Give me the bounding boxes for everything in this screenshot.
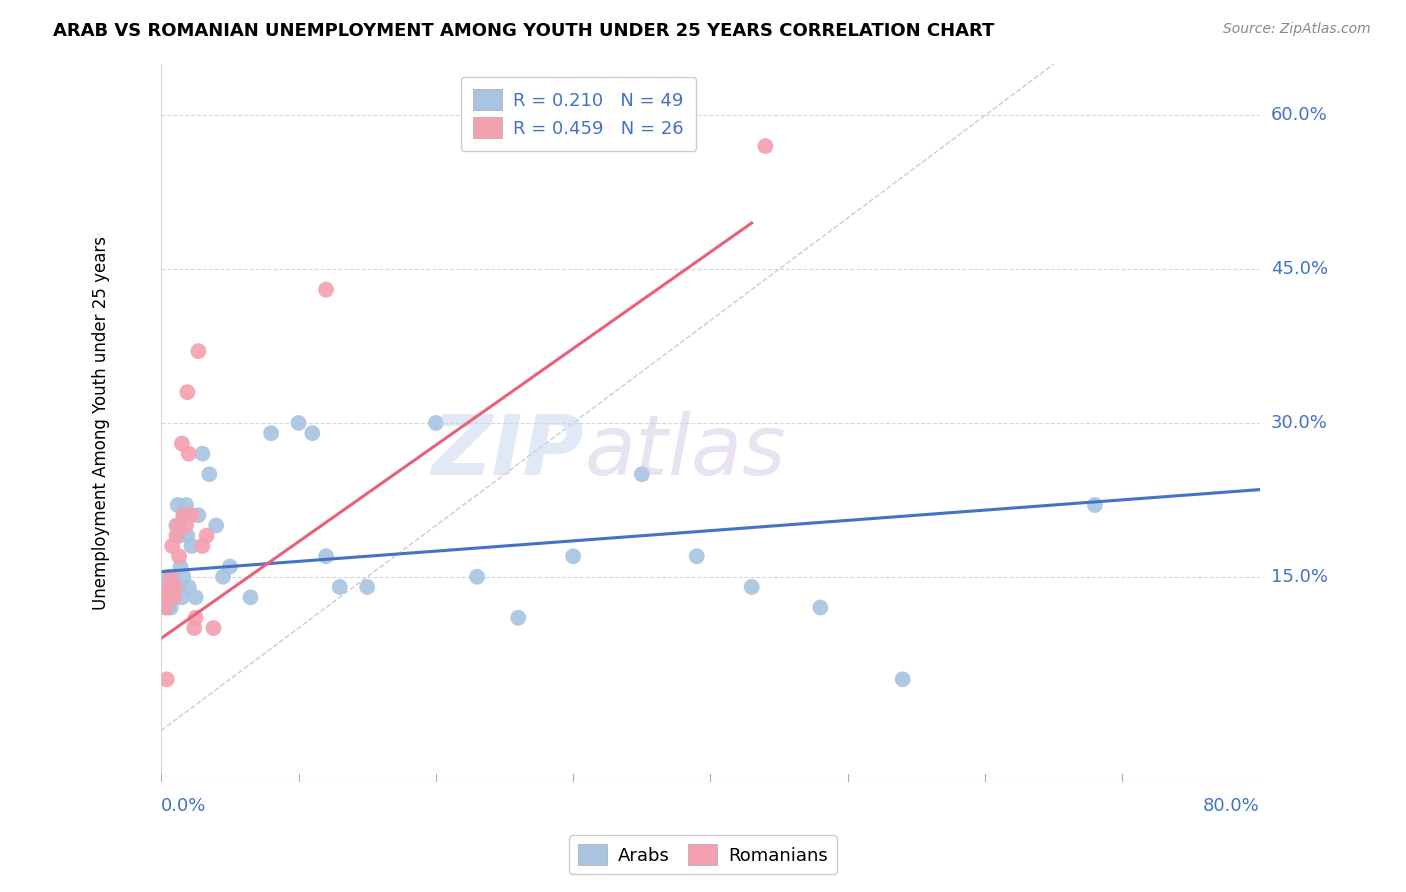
Point: [191, 539, 214, 553]
Point: [202, 621, 225, 635]
Point: [162, 570, 184, 584]
Point: [176, 529, 198, 543]
Text: Unemployment Among Youth under 25 years: Unemployment Among Youth under 25 years: [91, 236, 110, 610]
Point: [162, 580, 184, 594]
Point: [184, 611, 207, 625]
Point: [184, 591, 207, 605]
Text: ZIP: ZIP: [432, 411, 583, 492]
Point: [212, 570, 235, 584]
Point: [155, 580, 177, 594]
Legend: Arabs, Romanians: Arabs, Romanians: [569, 835, 837, 874]
Text: atlas: atlas: [583, 411, 786, 492]
Point: [741, 580, 763, 594]
Point: [159, 580, 181, 594]
Point: [156, 591, 179, 605]
Text: ARAB VS ROMANIAN UNEMPLOYMENT AMONG YOUTH UNDER 25 YEARS CORRELATION CHART: ARAB VS ROMANIAN UNEMPLOYMENT AMONG YOUT…: [53, 22, 995, 40]
Text: 80.0%: 80.0%: [1204, 797, 1260, 815]
Point: [172, 570, 194, 584]
Point: [167, 529, 190, 543]
Point: [630, 467, 652, 482]
Point: [183, 621, 205, 635]
Point: [157, 591, 180, 605]
Point: [174, 498, 197, 512]
Point: [166, 498, 188, 512]
Point: [153, 591, 176, 605]
Point: [177, 447, 200, 461]
Point: [1084, 498, 1107, 512]
Point: [176, 385, 198, 400]
Text: Source: ZipAtlas.com: Source: ZipAtlas.com: [1223, 22, 1371, 37]
Point: [329, 580, 352, 594]
Point: [165, 529, 187, 543]
Point: [160, 591, 183, 605]
Point: [205, 518, 228, 533]
Point: [165, 518, 187, 533]
Point: [191, 447, 214, 461]
Point: [162, 539, 184, 553]
Point: [219, 559, 242, 574]
Point: [173, 508, 195, 523]
Point: [195, 529, 218, 543]
Point: [169, 559, 191, 574]
Point: [187, 344, 209, 359]
Point: [187, 508, 209, 523]
Point: [177, 580, 200, 594]
Point: [170, 436, 193, 450]
Point: [301, 426, 323, 441]
Point: [170, 591, 193, 605]
Point: [508, 611, 530, 625]
Point: [562, 549, 585, 564]
Text: 0.0%: 0.0%: [162, 797, 207, 815]
Point: [315, 283, 337, 297]
Legend: R = 0.210   N = 49, R = 0.459   N = 26: R = 0.210 N = 49, R = 0.459 N = 26: [461, 77, 696, 151]
Point: [155, 600, 177, 615]
Point: [163, 580, 186, 594]
Point: [239, 591, 262, 605]
Point: [174, 518, 197, 533]
Point: [160, 600, 183, 615]
Point: [315, 549, 337, 564]
Point: [891, 673, 914, 687]
Point: [156, 673, 179, 687]
Point: [163, 591, 186, 605]
Text: 15.0%: 15.0%: [1271, 568, 1327, 586]
Point: [808, 600, 831, 615]
Point: [425, 416, 447, 430]
Point: [180, 508, 202, 523]
Point: [166, 518, 188, 533]
Point: [159, 580, 181, 594]
Point: [754, 139, 776, 153]
Point: [198, 467, 221, 482]
Point: [167, 580, 190, 594]
Point: [465, 570, 488, 584]
Point: [157, 570, 180, 584]
Text: 60.0%: 60.0%: [1271, 106, 1327, 124]
Point: [162, 591, 184, 605]
Point: [356, 580, 378, 594]
Point: [180, 539, 202, 553]
Point: [153, 591, 176, 605]
Text: 45.0%: 45.0%: [1271, 260, 1327, 278]
Point: [160, 570, 183, 584]
Point: [163, 580, 186, 594]
Point: [162, 591, 184, 605]
Point: [260, 426, 283, 441]
Point: [287, 416, 309, 430]
Point: [157, 600, 180, 615]
Point: [172, 508, 194, 523]
Point: [167, 549, 190, 564]
Text: 30.0%: 30.0%: [1271, 414, 1327, 432]
Point: [686, 549, 709, 564]
